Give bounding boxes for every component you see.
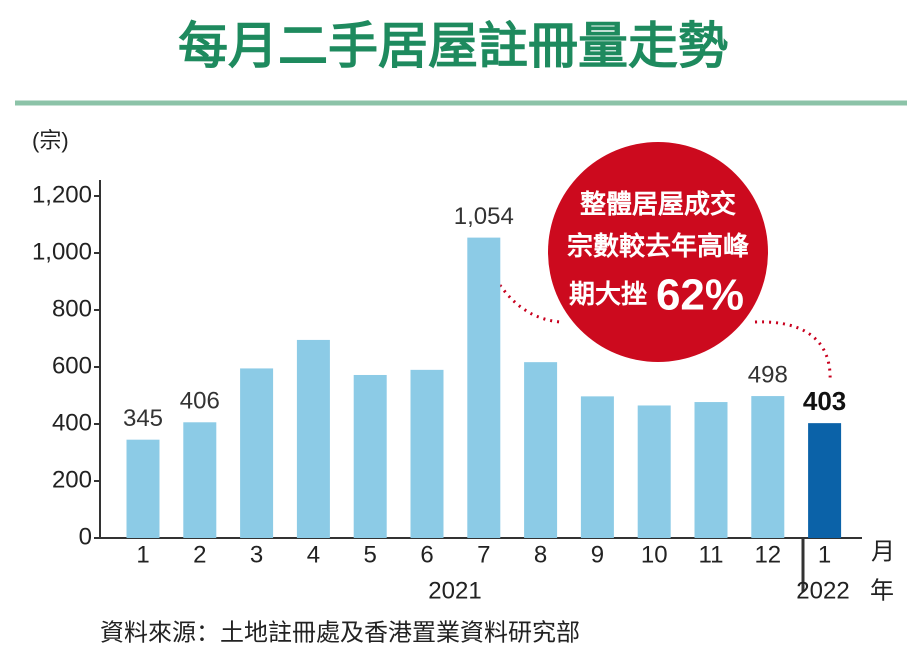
year-label: 2022 xyxy=(796,577,849,604)
bar xyxy=(353,374,387,538)
value-label: 1,054 xyxy=(454,203,514,230)
x-tick-label: 8 xyxy=(534,541,547,568)
bar xyxy=(694,402,728,538)
callout-text: 期大挫 xyxy=(569,279,647,309)
x-tick-label: 2 xyxy=(193,541,206,568)
x-tick-label: 1 xyxy=(818,541,831,568)
x-tick-label: 9 xyxy=(591,541,604,568)
year-unit: 年 xyxy=(870,577,894,604)
bar xyxy=(808,423,842,538)
x-tick-label: 10 xyxy=(641,541,668,568)
callout-text: 整體居屋成交 xyxy=(580,189,736,219)
x-tick-label: 5 xyxy=(364,541,377,568)
value-label: 403 xyxy=(803,386,846,416)
x-tick-label: 11 xyxy=(699,541,724,568)
chart-title: 每月二手居屋註冊量走勢 xyxy=(178,16,728,75)
y-tick-label: 0 xyxy=(79,523,92,550)
callout-text: 宗數較去年高峰 xyxy=(567,231,749,261)
x-tick-label: 6 xyxy=(420,541,433,568)
value-label: 498 xyxy=(748,361,788,388)
source: 資料來源：土地註冊處及香港置業資料研究部 xyxy=(100,619,580,647)
x-tick-label: 3 xyxy=(250,541,263,568)
x-unit: 月 xyxy=(871,538,895,565)
bar xyxy=(524,362,558,538)
bar xyxy=(126,439,160,538)
year-label: 2021 xyxy=(428,577,481,604)
y-tick-label: 600 xyxy=(52,352,92,379)
bar xyxy=(751,396,785,538)
callout xyxy=(548,142,768,362)
bar xyxy=(296,339,330,538)
x-tick-label: 12 xyxy=(754,541,781,568)
bar xyxy=(240,368,274,538)
y-unit: (宗) xyxy=(32,128,69,153)
x-tick-label: 4 xyxy=(307,541,320,568)
y-tick-label: 400 xyxy=(52,409,92,436)
bar xyxy=(467,237,501,539)
bar xyxy=(580,396,614,538)
y-tick-label: 800 xyxy=(52,295,92,322)
y-tick-label: 1,000 xyxy=(32,238,92,265)
connector xyxy=(754,320,832,383)
value-label: 345 xyxy=(123,405,163,432)
y-tick-label: 1,200 xyxy=(32,181,92,208)
x-tick-label: 7 xyxy=(477,541,490,568)
x-tick-label: 1 xyxy=(136,541,149,568)
bar xyxy=(183,422,217,538)
value-label: 406 xyxy=(180,388,220,415)
bar xyxy=(637,405,671,538)
callout-highlight: 62% xyxy=(656,271,744,320)
bar xyxy=(410,369,444,538)
y-tick-label: 200 xyxy=(52,466,92,493)
